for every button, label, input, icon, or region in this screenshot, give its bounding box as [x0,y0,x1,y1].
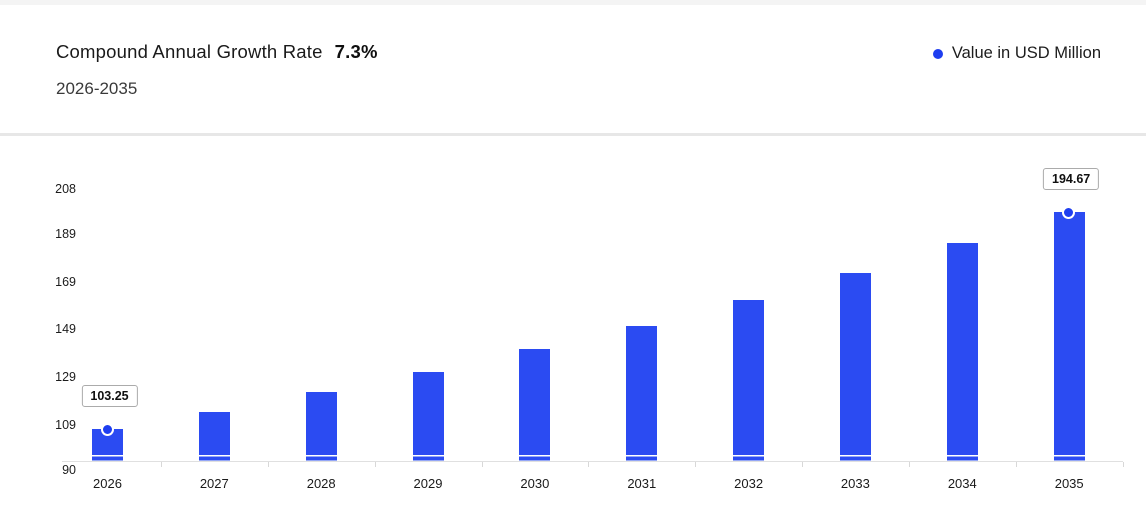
bar-segment-base [198,456,230,461]
bar-2030[interactable] [519,349,551,461]
x-axis-tick [1122,462,1124,467]
bar-segment-base [92,456,123,461]
bar-segment-main [198,411,230,455]
x-axis-tick [160,462,162,467]
x-axis-label-2033: 2033 [840,476,870,491]
x-axis-label-2029: 2029 [413,476,443,491]
y-axis-label: 109 [55,417,76,432]
y-axis-label: 208 [55,181,76,196]
bar-2035[interactable] [1053,211,1085,461]
x-axis-tick [588,462,590,467]
header-divider [0,133,1146,136]
cagr-value: 7.3% [334,41,378,62]
bar-2028[interactable] [305,392,337,461]
legend-dot-icon [932,48,943,59]
point-marker-2026 [100,423,114,437]
x-axis-label-2031: 2031 [627,476,657,491]
bar-2032[interactable] [733,300,765,461]
x-axis-tick [481,462,483,467]
y-axis-label: 129 [55,370,76,385]
y-axis-label: 189 [55,227,76,242]
title-block: Compound Annual Growth Rate 7.3% 2026-203… [56,41,378,99]
point-marker-2035 [1062,205,1076,219]
bar-segment-base [519,456,551,461]
bar-segment-base [839,456,871,461]
y-axis-label: 149 [55,322,76,337]
x-axis-label-2034: 2034 [947,476,977,491]
bar-segment-base [305,456,337,461]
bar-segment-main [412,371,444,455]
bar-segment-base [1053,456,1085,461]
bar-segment-main [1053,211,1085,455]
value-label-2026: 103.25 [81,385,138,408]
legend-item[interactable]: Value in USD Million [932,44,1101,63]
x-axis-tick [908,462,910,467]
x-axis-tick [695,462,697,467]
x-axis-label-2027: 2027 [199,476,229,491]
x-axis-label-2028: 2028 [306,476,336,491]
top-strip [0,0,1146,5]
x-axis-label-2032: 2032 [734,476,764,491]
bar-segment-base [733,456,765,461]
x-axis-tick [1015,462,1017,467]
bar-segment-base [946,456,978,461]
bar-2033[interactable] [839,272,871,461]
bar-2034[interactable] [946,243,978,461]
x-axis-line [62,461,1123,462]
y-axis-label: 169 [55,274,76,289]
y-axis-label: 90 [62,463,76,477]
x-axis-tick [802,462,803,467]
bar-segment-main [519,349,551,455]
bar-segment-base [626,456,658,461]
bar-2027[interactable] [198,411,230,461]
x-axis-tick [374,462,376,467]
bar-2029[interactable] [412,371,444,461]
bar-segment-main [946,243,978,455]
x-axis-label-2035: 2035 [1054,476,1084,491]
bar-segment-main [305,392,337,455]
bar-segment-main [626,325,658,455]
page-title: Compound Annual Growth Rate 7.3% [56,41,378,63]
value-label-2035: 194.67 [1043,167,1100,190]
bar-segment-main [839,272,871,455]
x-axis-label-2026: 2026 [93,476,122,491]
legend-label: Value in USD Million [951,44,1101,62]
bar-2031[interactable] [626,325,658,461]
subtitle: 2026-2035 [56,79,138,98]
title-text: Compound Annual Growth Rate [56,41,323,62]
x-axis-tick [267,462,269,467]
x-axis-label-2030: 2030 [520,476,550,491]
bar-segment-main [733,300,765,455]
chart-header: Compound Annual Growth Rate 7.3% 2026-203… [56,41,1101,99]
bar-segment-base [412,456,444,461]
